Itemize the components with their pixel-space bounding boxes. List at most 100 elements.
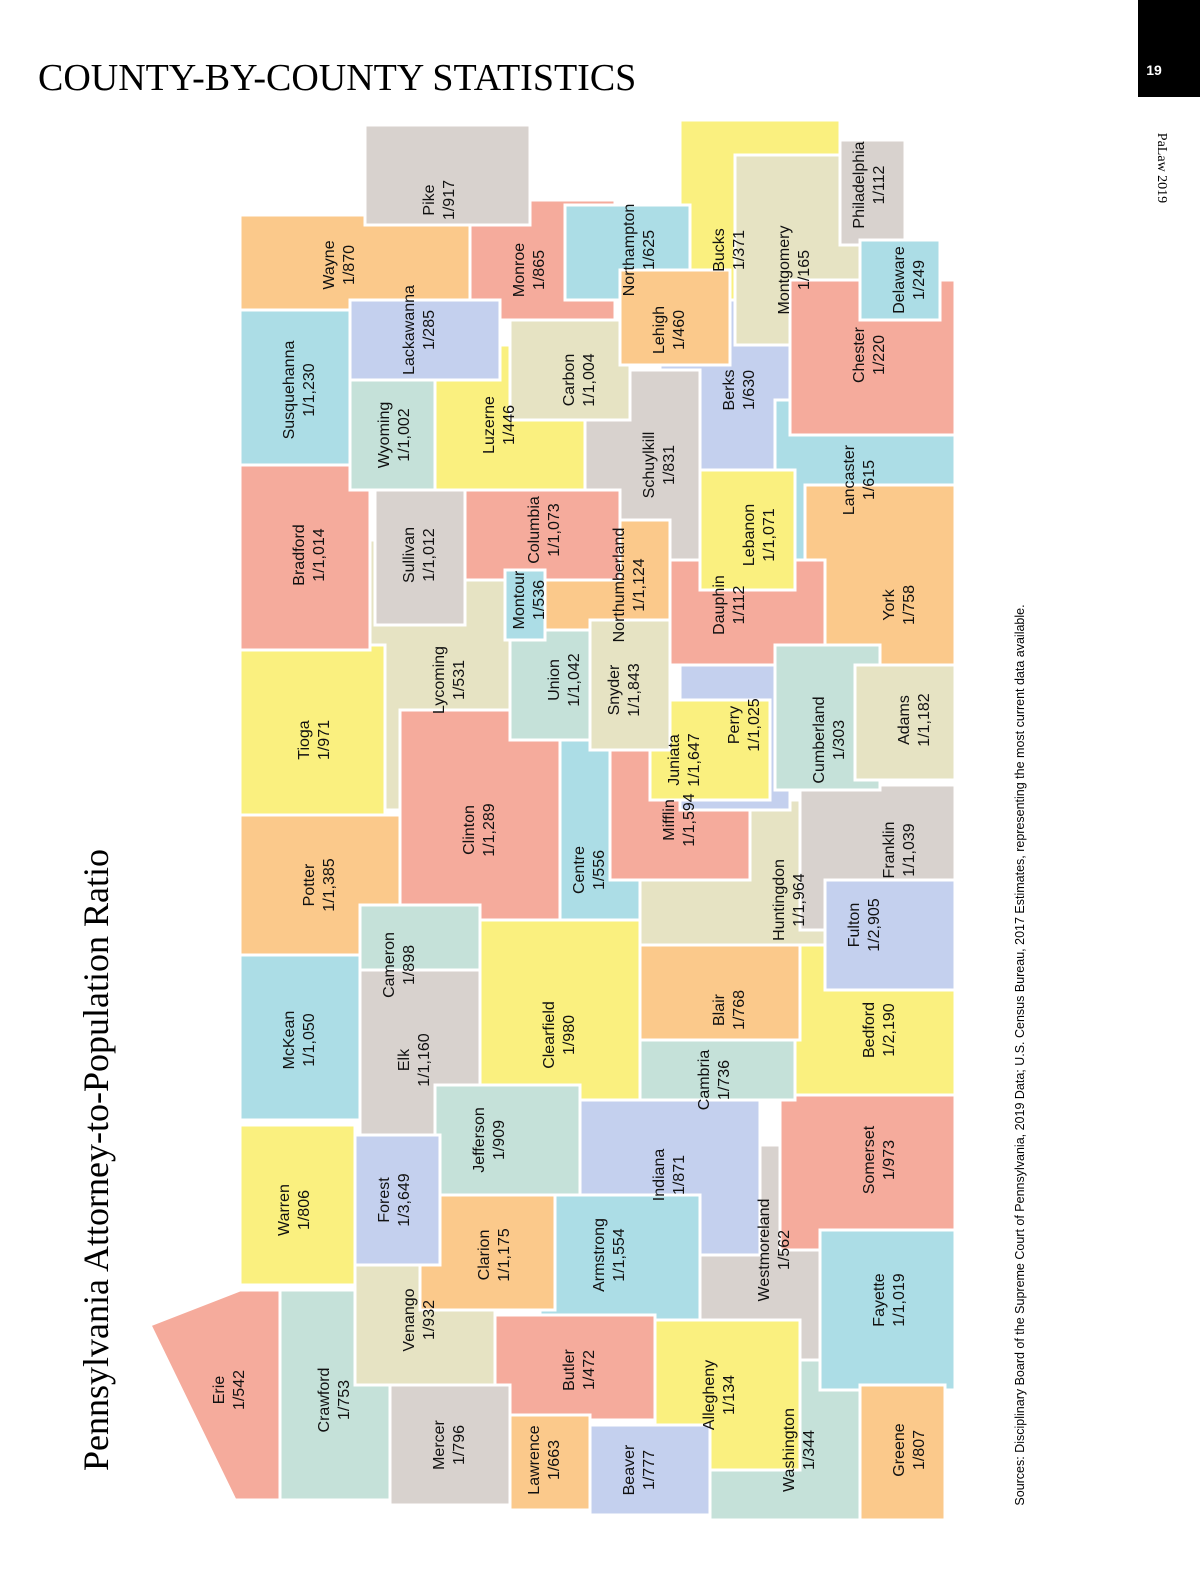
county-name: Cambria <box>696 1050 713 1111</box>
county-ratio: 1/134 <box>721 1375 738 1415</box>
county-name: Huntingdon <box>771 859 788 941</box>
county-ratio: 1/1,025 <box>746 698 763 751</box>
county <box>363 123 532 227</box>
county-name: Dauphin <box>711 575 728 635</box>
county-name: Indiana <box>651 1149 668 1202</box>
county-ratio: 1/220 <box>871 335 888 375</box>
county-name: Blair <box>711 993 728 1026</box>
county-ratio: 1/1,289 <box>481 803 498 856</box>
county-ratio: 1/753 <box>336 1380 353 1420</box>
county-ratio: 1/531 <box>451 660 468 700</box>
county-name: Pike <box>421 184 438 215</box>
county-name: Susquehanna <box>281 341 298 440</box>
county <box>618 268 732 367</box>
county <box>348 298 502 382</box>
county <box>238 213 472 312</box>
county <box>858 1383 947 1522</box>
county-name: Butler <box>561 1348 578 1390</box>
county <box>823 878 957 992</box>
county-ratio: 1/1,175 <box>496 1228 513 1281</box>
county-name: Erie <box>211 1376 228 1405</box>
county-ratio: 1/865 <box>531 250 548 290</box>
header-title: COUNTY-BY-COUNTY STATISTICS <box>38 57 636 99</box>
county-name: Somerset <box>861 1125 878 1194</box>
county-ratio: 1/472 <box>581 1350 598 1390</box>
county-ratio: 1/796 <box>451 1425 468 1465</box>
county-ratio: 1/1,843 <box>626 663 643 716</box>
county-name: Cumberland <box>811 696 828 783</box>
county-name: Venango <box>401 1288 418 1351</box>
county-ratio: 1/909 <box>491 1120 508 1160</box>
county-name: Wayne <box>321 240 338 289</box>
county-name: Forest <box>376 1177 393 1223</box>
county-ratio: 1/536 <box>531 580 548 620</box>
county-name: Warren <box>276 1184 293 1236</box>
county-name: Lehigh <box>651 306 668 354</box>
county-name: Lackawanna <box>401 285 418 375</box>
county-ratio: 1/971 <box>316 720 333 760</box>
county-name: Clarion <box>476 1230 493 1281</box>
county-ratio: 1/1,014 <box>311 528 328 581</box>
county-name: Columbia <box>526 496 543 564</box>
county-ratio: 1/446 <box>501 405 518 445</box>
county <box>818 1228 957 1392</box>
county-name: Clinton <box>461 805 478 855</box>
county-name: Montour <box>511 570 528 629</box>
county-ratio: 1/1,071 <box>761 508 778 561</box>
county-name: Washington <box>781 1408 798 1492</box>
county-ratio: 1/1,647 <box>686 733 703 786</box>
county <box>538 1193 702 1322</box>
county-name: Berks <box>721 370 738 411</box>
county <box>238 953 362 1122</box>
county <box>373 488 467 627</box>
county-ratio: 1/777 <box>641 1450 658 1490</box>
county <box>588 618 672 752</box>
county-name: Centre <box>571 846 588 894</box>
county-name: Elk <box>396 1048 413 1071</box>
county-ratio: 1/1,230 <box>301 363 318 416</box>
county-name: Snyder <box>606 664 623 715</box>
county-name: Armstrong <box>591 1218 608 1292</box>
county-name: Lycoming <box>431 646 448 714</box>
county-name: Bradford <box>291 524 308 585</box>
county-ratio: 1/3,649 <box>396 1173 413 1226</box>
county-ratio: 1/1,160 <box>416 1033 433 1086</box>
county-name: Juniata <box>666 734 683 786</box>
county <box>238 308 352 467</box>
county-name: Beaver <box>621 1444 638 1495</box>
county-ratio: 1/1,039 <box>901 823 918 876</box>
county-ratio: 1/831 <box>661 445 678 485</box>
county-ratio: 1/1,182 <box>916 693 933 746</box>
county-ratio: 1/768 <box>731 990 748 1030</box>
county-name: Northampton <box>621 204 638 297</box>
source-note: Sources: Disciplinary Board of the Supre… <box>1013 604 1027 1505</box>
county <box>638 943 802 1042</box>
county <box>353 1133 442 1267</box>
county-name: Tioga <box>296 720 313 760</box>
county-name: Lancaster <box>841 444 858 515</box>
county-ratio: 1/615 <box>861 460 878 500</box>
county <box>348 378 437 492</box>
county-ratio: 1/806 <box>296 1190 313 1230</box>
county-ratio: 1/371 <box>731 230 748 270</box>
county-name: Sullivan <box>401 527 418 583</box>
county-name: Potter <box>301 863 318 906</box>
county-ratio: 1/562 <box>776 1230 793 1270</box>
county-ratio: 1/556 <box>591 850 608 890</box>
county <box>853 663 957 782</box>
county-name: Crawford <box>316 1368 333 1433</box>
county-name: Franklin <box>881 822 898 879</box>
county <box>238 463 372 652</box>
county-name: Wyoming <box>376 402 393 469</box>
county-name: McKean <box>281 1011 298 1070</box>
county-ratio: 1/807 <box>911 1430 928 1470</box>
county-name: Adams <box>896 695 913 745</box>
county-name: Jefferson <box>471 1107 488 1173</box>
map: Erie 1/542 Crawford 1/753 Mercer 1/796 Lawrenc… <box>147 118 957 1522</box>
county <box>388 1383 512 1507</box>
county-ratio: 1/871 <box>671 1155 688 1195</box>
county <box>358 903 482 972</box>
county-ratio: 1/758 <box>901 585 918 625</box>
county-ratio: 1/2,190 <box>881 1003 898 1056</box>
